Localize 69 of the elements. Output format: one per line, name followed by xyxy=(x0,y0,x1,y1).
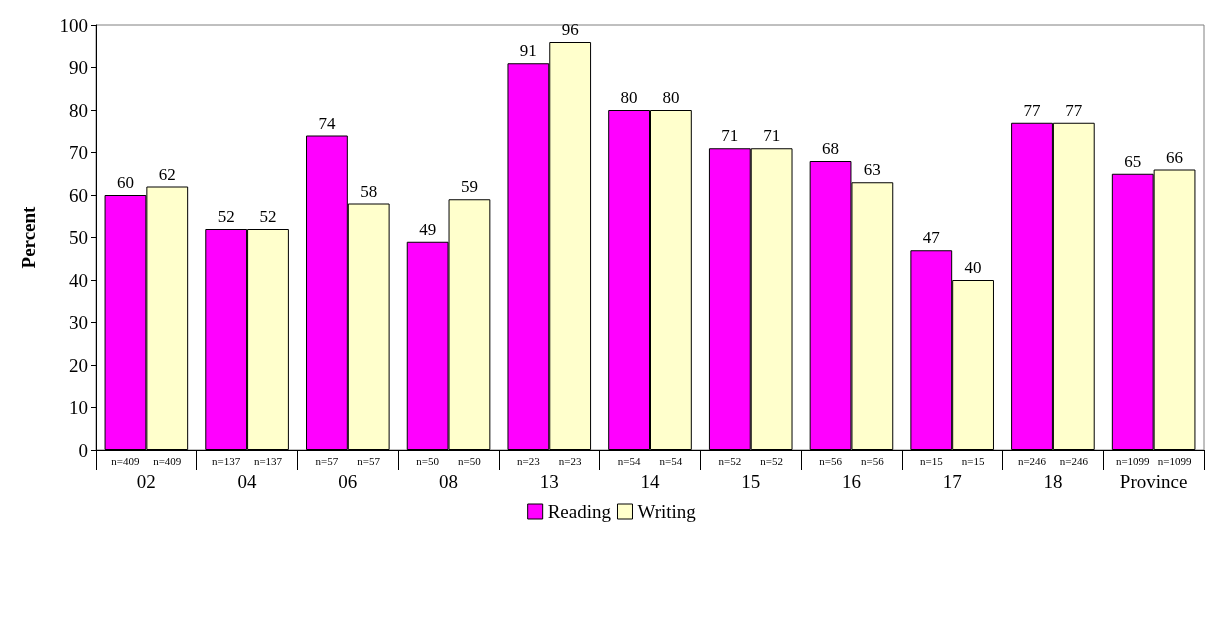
x-tick-label: 08 xyxy=(439,471,459,492)
text: n=1099 xyxy=(1115,454,1151,467)
text: n=1099 xyxy=(1157,454,1192,467)
text: n=56 xyxy=(861,454,885,467)
data-label: 60 xyxy=(116,173,134,192)
data-label: 65 xyxy=(1124,151,1142,171)
x-tick-label: 15 xyxy=(741,471,761,492)
data-label: 77 xyxy=(1023,100,1042,120)
legend-label: Writing xyxy=(637,501,697,522)
data-label: 91 xyxy=(519,41,537,61)
x-tick-label: 16 xyxy=(841,471,861,492)
text: n=137 xyxy=(212,454,241,467)
data-label: 40 xyxy=(964,258,982,277)
data-label: 66 xyxy=(1166,147,1184,167)
y-tick-label: 0 xyxy=(78,439,88,461)
text: n=15 xyxy=(961,454,985,467)
text: n=57 xyxy=(357,454,381,467)
y-tick-label: 30 xyxy=(69,312,88,333)
text: n=57 xyxy=(315,454,339,467)
data-label: 96 xyxy=(561,20,579,39)
data-label: 63 xyxy=(863,160,881,180)
data-label: 74 xyxy=(318,113,336,133)
text: n=409 xyxy=(153,454,182,467)
text: n=409 xyxy=(111,454,141,467)
data-label: 62 xyxy=(158,164,176,184)
text: n=52 xyxy=(760,454,783,467)
y-tick-label: 60 xyxy=(69,184,88,206)
text: n=246 xyxy=(1059,454,1089,467)
text: n=56 xyxy=(819,454,843,467)
text: n=23 xyxy=(517,454,541,467)
data-label: 52 xyxy=(259,207,277,226)
y-tick-label: 70 xyxy=(69,142,88,163)
data-label: 49 xyxy=(419,219,437,239)
text: n=137 xyxy=(253,454,283,467)
data-label: 47 xyxy=(922,228,941,248)
x-tick-label: 17 xyxy=(942,471,962,492)
data-label: 68 xyxy=(822,139,840,158)
y-tick-label: 100 xyxy=(59,14,88,36)
data-label: 71 xyxy=(721,126,739,146)
text: n=54 xyxy=(617,454,641,467)
x-tick-label: 04 xyxy=(237,471,258,492)
text: n=246 xyxy=(1017,454,1047,467)
y-tick-label: 40 xyxy=(69,269,88,291)
x-tick-label: 14 xyxy=(640,471,660,492)
data-label: 58 xyxy=(360,181,378,201)
data-label: 52 xyxy=(217,207,235,226)
text: n=50 xyxy=(458,454,482,467)
data-label: 71 xyxy=(763,126,781,146)
text: n=54 xyxy=(659,454,683,467)
x-tick-label: 18 xyxy=(1043,471,1063,492)
x-tick-label: 06 xyxy=(338,471,358,492)
y-axis-title: Percent xyxy=(18,205,39,269)
data-label: 80 xyxy=(662,88,680,107)
x-tick-label: Province xyxy=(1119,471,1188,492)
y-tick-label: 20 xyxy=(69,354,88,376)
legend-label: Reading xyxy=(547,501,612,522)
x-tick-label: 02 xyxy=(136,471,156,492)
text: n=50 xyxy=(416,454,440,467)
data-label: 77 xyxy=(1065,100,1083,120)
y-tick-label: 80 xyxy=(69,99,88,121)
y-tick-label: 10 xyxy=(69,397,88,418)
text: n=15 xyxy=(919,454,944,467)
text: n=52 xyxy=(718,454,742,467)
y-tick-label: 90 xyxy=(69,57,88,78)
y-tick-label: 50 xyxy=(69,227,88,248)
text: n=23 xyxy=(558,454,583,467)
data-label: 59 xyxy=(460,177,478,197)
data-label: 80 xyxy=(620,88,638,107)
x-tick-label: 13 xyxy=(539,471,559,492)
